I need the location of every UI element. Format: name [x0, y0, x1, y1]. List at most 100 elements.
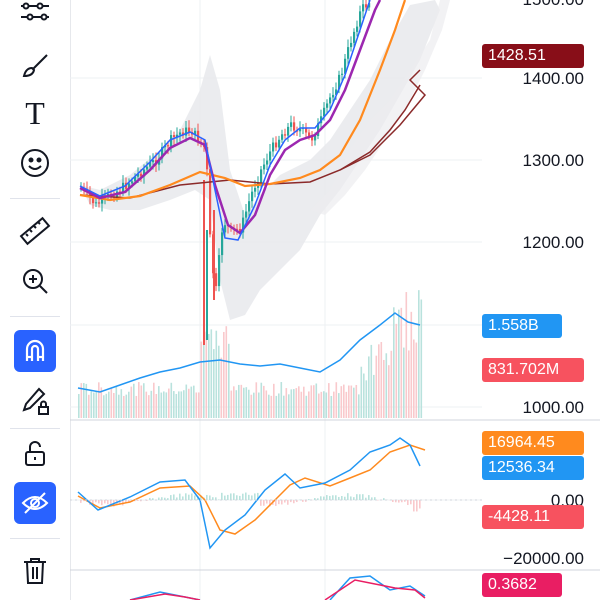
- magnet-icon[interactable]: [14, 330, 56, 372]
- volume-bar: [411, 312, 413, 418]
- volume-bar: [413, 340, 415, 418]
- macd-histogram-bar: [308, 499, 310, 500]
- volume-bar: [113, 393, 115, 418]
- volume-bar: [216, 331, 218, 418]
- volume-bar: [361, 367, 363, 418]
- candle-body: [353, 32, 355, 43]
- volume-bar: [403, 348, 405, 418]
- macd-histogram-bar: [158, 498, 160, 500]
- candle-body: [362, 4, 364, 11]
- candle-body: [98, 202, 100, 203]
- candle-body: [347, 47, 349, 59]
- hide-drawings-icon[interactable]: [14, 482, 56, 524]
- volume-bar: [93, 393, 95, 418]
- volume-bar: [181, 391, 183, 418]
- volume-bar: [198, 392, 200, 418]
- macd-histogram-bar: [341, 496, 343, 500]
- macd-histogram-bar: [278, 500, 280, 504]
- macd-histogram-bar: [221, 493, 223, 500]
- volume-bar: [313, 385, 315, 418]
- emoji-icon[interactable]: [14, 142, 56, 184]
- chart-area[interactable]: 1500.00 1400.00 1300.00 1200.00 1000.00 …: [70, 0, 600, 600]
- macd-histogram-bar: [182, 496, 184, 500]
- volume-bar: [368, 356, 370, 418]
- volume-bar: [156, 394, 158, 418]
- volume-bar: [383, 360, 385, 418]
- volume-bar: [103, 395, 105, 418]
- volume-bar: [96, 391, 98, 418]
- candle-body: [254, 188, 256, 192]
- candle-body: [332, 95, 334, 98]
- candle-body: [215, 273, 217, 286]
- macd-histogram-badge: -4428.11: [482, 505, 584, 529]
- volume-bar: [363, 374, 365, 418]
- volume-bar: [201, 342, 203, 418]
- candle-body: [209, 169, 211, 234]
- price-axis-label: 1200.00: [523, 233, 584, 253]
- volume-bar: [288, 394, 290, 418]
- macd-histogram-bar: [245, 493, 247, 500]
- volume-bar: [416, 343, 418, 418]
- volume-bar: [341, 386, 343, 418]
- volume-bar: [388, 365, 390, 418]
- zoom-in-icon[interactable]: [14, 260, 56, 302]
- volume-bar: [141, 385, 143, 418]
- volume-bar: [186, 385, 188, 418]
- candle-body: [341, 74, 343, 75]
- volume-bar: [78, 394, 80, 418]
- macd-histogram-bar: [368, 495, 370, 500]
- volume-bar: [248, 390, 250, 418]
- macd-histogram-bar: [218, 499, 220, 500]
- macd-histogram-bar: [191, 494, 193, 500]
- macd-histogram-bar: [413, 500, 415, 511]
- lock-drawing-icon[interactable]: [14, 380, 56, 422]
- macd-signal-badge: 16964.45: [482, 431, 584, 455]
- volume-bar: [278, 393, 280, 418]
- trash-icon[interactable]: [14, 550, 56, 592]
- unlock-icon[interactable]: [14, 432, 56, 474]
- volume-bar: [173, 391, 175, 418]
- macd-histogram-bar: [206, 495, 208, 500]
- macd-histogram-bar: [338, 497, 340, 500]
- text-icon[interactable]: T: [14, 92, 56, 134]
- volume-bar: [116, 387, 118, 418]
- macd-histogram-bar: [317, 498, 319, 500]
- ruler-icon[interactable]: [14, 210, 56, 252]
- macd-axis-label: −20000.00: [503, 549, 584, 569]
- volume-bar: [393, 307, 395, 418]
- volume-bar: [298, 386, 300, 418]
- volume-bar: [183, 390, 185, 418]
- candle-body: [365, 4, 367, 7]
- volume-bar: [221, 358, 223, 418]
- volume-bar: [98, 382, 100, 418]
- volume-bars: [78, 290, 422, 418]
- volume-bar: [333, 392, 335, 418]
- volume-bar: [228, 344, 230, 418]
- macd-histogram-bar: [326, 495, 328, 500]
- volume-bar: [316, 383, 318, 418]
- volume-bar: [211, 329, 213, 418]
- brush-icon[interactable]: [14, 44, 56, 86]
- volume-bar: [391, 351, 393, 418]
- volume-bar: [318, 394, 320, 418]
- toolbar-divider: [10, 198, 60, 199]
- volume-bar: [401, 308, 403, 418]
- macd-histogram-bar: [260, 500, 262, 506]
- candle-body: [359, 11, 361, 26]
- candle-body: [263, 165, 265, 170]
- candle-body: [293, 122, 295, 130]
- candle-body: [275, 143, 277, 148]
- candle-body: [269, 151, 271, 160]
- macd-histogram-bar: [98, 500, 100, 503]
- volume-bar: [231, 391, 233, 418]
- volume-bar: [356, 385, 358, 418]
- macd-histogram-bar: [407, 500, 409, 505]
- volume-bar: [243, 388, 245, 418]
- volume-bar: [131, 387, 133, 418]
- volume-bar: [203, 345, 205, 418]
- macd-histogram-bar: [239, 496, 241, 500]
- volume-bar: [226, 326, 228, 418]
- candle-body: [284, 134, 286, 135]
- trend-lines-icon[interactable]: [14, 0, 56, 38]
- macd-histogram-bar: [209, 495, 211, 500]
